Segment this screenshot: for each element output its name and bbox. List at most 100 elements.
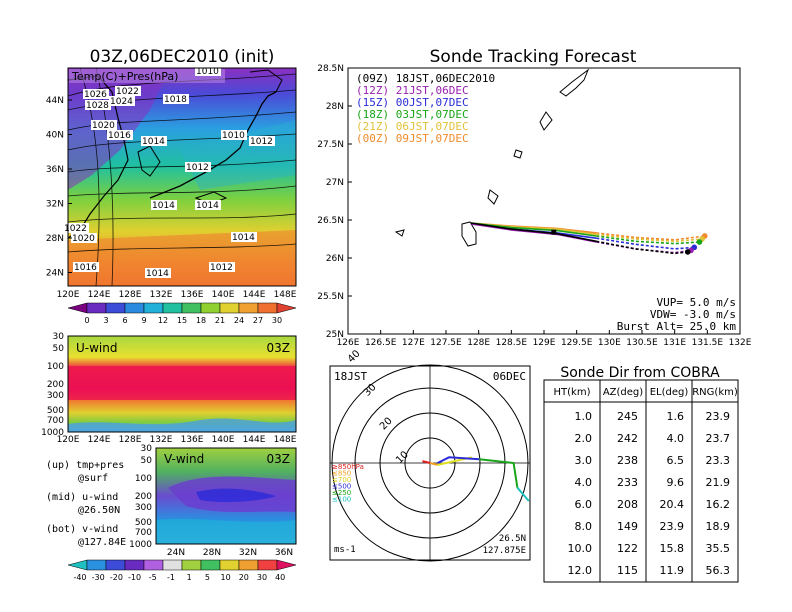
vwind-colorbar-swatch <box>67 559 88 571</box>
vwind-colorbar-tick: -40 <box>73 573 86 582</box>
table-cell: 21.9 <box>706 476 731 489</box>
track-lon-tick: 127E <box>402 338 425 348</box>
uwind-pres-tick: 700 <box>47 416 64 426</box>
uwind-lon-tick: 144E <box>243 435 266 445</box>
isobar-label: 1022 <box>115 86 141 97</box>
isobar-label: 1018 <box>163 94 189 105</box>
vwind-colorbar-swatch <box>105 559 126 571</box>
colorbar-swatch <box>143 302 164 314</box>
init-lon-tick: 128E <box>119 290 142 300</box>
vwind-pres-tick: 500 <box>135 518 152 528</box>
hodograph-segment <box>429 462 438 466</box>
vwind-colorbar-swatch <box>86 559 107 571</box>
svg-text:1012: 1012 <box>250 137 273 147</box>
isobar-label: 1014 <box>145 268 171 279</box>
track-landing-point <box>684 249 691 255</box>
vwind-colorbar-swatch <box>257 559 278 571</box>
colorbar-swatch <box>67 302 88 314</box>
hodograph-segment <box>479 458 519 488</box>
legend-notes: (up) tmp+pres @surf (mid) u-wind @26.50N… <box>46 460 126 548</box>
uwind-lon-tick: 148E <box>274 435 297 445</box>
track-lon-tick: 126.5E <box>365 338 397 348</box>
table-header-cell: RNG(km) <box>692 387 738 398</box>
vwind-lat-axis: 24N 28N 32N 36N <box>167 548 293 558</box>
colorbar-tick: 30 <box>272 316 282 325</box>
track-legend-entry: (09Z) 18JST,06DEC2010 <box>356 72 495 85</box>
uwind-time: 03Z <box>267 341 291 355</box>
table-cell: 20.4 <box>660 498 685 511</box>
colorbar-tick: 18 <box>196 316 206 325</box>
vwind-pres-tick: 200 <box>135 492 152 502</box>
uwind-pres-tick: 30 <box>53 332 65 342</box>
polar-lat: 26.5N <box>499 534 526 544</box>
track-lon-tick: 129E <box>533 338 556 348</box>
colorbar-tick: 12 <box>158 316 168 325</box>
table-cell: 2.0 <box>575 432 593 445</box>
vwind-colorbar-swatch <box>181 559 202 571</box>
uwind-pres-tick: 1000 <box>41 428 64 438</box>
note-mid-2: @26.50N <box>78 505 120 516</box>
polar-level-label: ≤700 <box>332 476 351 484</box>
track-lon-tick: 126E <box>337 338 360 348</box>
init-lon-tick: 136E <box>181 290 204 300</box>
vwind-lat-tick: 32N <box>239 548 257 558</box>
vwind-pres-tick: 1000 <box>129 540 152 550</box>
track-lat-tick: 25N <box>326 330 344 340</box>
svg-text:1020: 1020 <box>72 234 95 244</box>
track-lat-tick: 27N <box>326 178 344 188</box>
tracking-params: VUP= 5.0 m/s VDW= -3.0 m/s Burst Alt= 25… <box>617 296 737 333</box>
vwind-pres-tick: 300 <box>135 503 152 513</box>
polar-ring-label: 40 <box>346 348 363 365</box>
vwind-colorbar-swatch <box>124 559 145 571</box>
init-lat-tick: 36N <box>46 165 64 175</box>
colorbar-swatch <box>200 302 221 314</box>
init-lon-tick: 148E <box>274 290 297 300</box>
init-lat-axis: 44N 40N 36N 32N 28N 24N <box>46 96 72 279</box>
init-lon-tick: 140E <box>212 290 235 300</box>
table-cell: 23.9 <box>706 410 731 423</box>
vup-value: VUP= 5.0 m/s <box>657 296 736 309</box>
vwind-colorbar-swatch <box>162 559 183 571</box>
vwind-colorbar-swatch <box>219 559 240 571</box>
table-cell: 10.0 <box>568 542 593 555</box>
polar-level-legend: ≥850hPa≤850≤700≤500≤250≤100 <box>332 463 364 504</box>
colorbar-swatch <box>124 302 145 314</box>
svg-text:1014: 1014 <box>146 269 169 279</box>
table-cell: 23.9 <box>660 520 685 533</box>
table-row: 3.0 238 6.5 23.3 <box>575 454 731 467</box>
temperature-colorbar: 0 3 6 9 12 15 18 21 24 27 30 <box>67 302 297 325</box>
init-lat-tick: 24N <box>46 269 64 279</box>
track-line-descent <box>596 235 700 245</box>
svg-text:1026: 1026 <box>84 90 107 100</box>
vwind-pres-tick: 700 <box>135 528 152 538</box>
note-up-1: (up) tmp+pres <box>46 460 124 471</box>
vwind-colorbar-tick: 10 <box>221 573 231 582</box>
table-cell: 1.0 <box>575 410 593 423</box>
burst-marker <box>551 229 557 235</box>
uwind-title: U-wind <box>76 341 117 355</box>
vwind-colorbar-tick: 5 <box>205 573 210 582</box>
track-legend-entry: (00Z) 09JST,07DEC <box>356 132 469 145</box>
track-lon-tick: 132E <box>729 338 752 348</box>
isobar-label: 1014 <box>151 200 177 211</box>
table-row: 4.0 233 9.6 21.9 <box>575 476 731 489</box>
init-lon-axis: 120E 124E 128E 132E 136E 140E 144E 148E <box>57 290 297 300</box>
svg-text:1016: 1016 <box>108 131 131 141</box>
polar-units: ms-1 <box>334 545 356 555</box>
table-cell: 15.8 <box>660 542 685 555</box>
track-lon-tick: 130.5E <box>626 338 658 348</box>
colorbar-tick: 6 <box>122 316 127 325</box>
svg-text:1014: 1014 <box>232 233 255 243</box>
track-landing-point <box>696 239 703 245</box>
vwind-colorbar-swatch <box>200 559 221 571</box>
hodograph-series <box>422 456 530 502</box>
table-header-cell: EL(deg) <box>650 387 689 398</box>
isobar-label: 1012 <box>209 262 235 273</box>
hodograph-segment <box>437 456 480 464</box>
table-cell: 16.2 <box>706 498 731 511</box>
isobar-label: 1024 <box>109 96 135 107</box>
init-lat-tick: 40N <box>46 131 64 141</box>
uwind-pres-tick: 50 <box>53 344 65 354</box>
svg-text:1018: 1018 <box>164 95 187 105</box>
